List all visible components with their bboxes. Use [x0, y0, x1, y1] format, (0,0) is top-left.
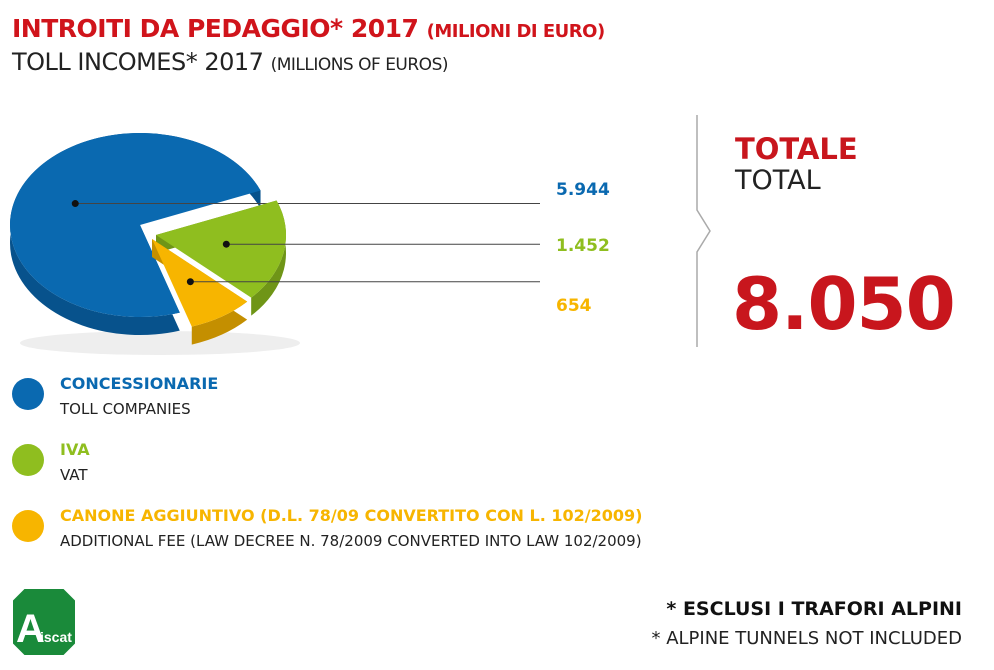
legend-swatch [12, 378, 44, 410]
leader-dot-canone [186, 278, 194, 286]
total-label-english: TOTAL [735, 165, 821, 196]
legend-subtitle: VAT [60, 466, 88, 484]
pie-slice-canone [152, 239, 248, 327]
value-label-concessionarie: 5.944 [556, 180, 610, 200]
pie-shadow [20, 331, 300, 355]
total-label-italian: TOTALE [735, 132, 858, 166]
footnote-italian: * ESCLUSI I TRAFORI ALPINI [666, 598, 962, 620]
svg-text:iscat: iscat [40, 629, 72, 645]
pie-slice-iva [156, 200, 286, 298]
svg-text:A: A [16, 607, 45, 651]
value-label-iva: 1.452 [556, 236, 610, 256]
footnote-english: * ALPINE TUNNELS NOT INCLUDED [651, 628, 962, 649]
title-english: TOLL INCOMES* 2017 (MILLIONS OF EUROS) [12, 48, 449, 76]
aiscat-logo: A iscat [11, 587, 77, 657]
pie-chart [9, 132, 540, 355]
title-italian: INTROITI DA PEDAGGIO* 2017 (MILIONI DI E… [12, 14, 605, 43]
pie-slice-concessionarie [9, 132, 261, 317]
legend-title: IVA [60, 440, 90, 459]
legend-swatch [12, 510, 44, 542]
legend-swatch [12, 444, 44, 476]
bracket-divider [696, 115, 711, 347]
total-value: 8.050 [732, 262, 956, 346]
legend-title: CANONE AGGIUNTIVO (D.L. 78/09 CONVERTITO… [60, 506, 643, 525]
value-label-canone: 654 [556, 296, 592, 316]
legend-subtitle: TOLL COMPANIES [60, 400, 191, 418]
legend-subtitle: ADDITIONAL FEE (LAW DECREE N. 78/2009 CO… [60, 532, 642, 550]
leader-dot-concessionarie [71, 200, 79, 208]
leader-dot-iva [222, 240, 230, 248]
legend-title: CONCESSIONARIE [60, 374, 219, 393]
